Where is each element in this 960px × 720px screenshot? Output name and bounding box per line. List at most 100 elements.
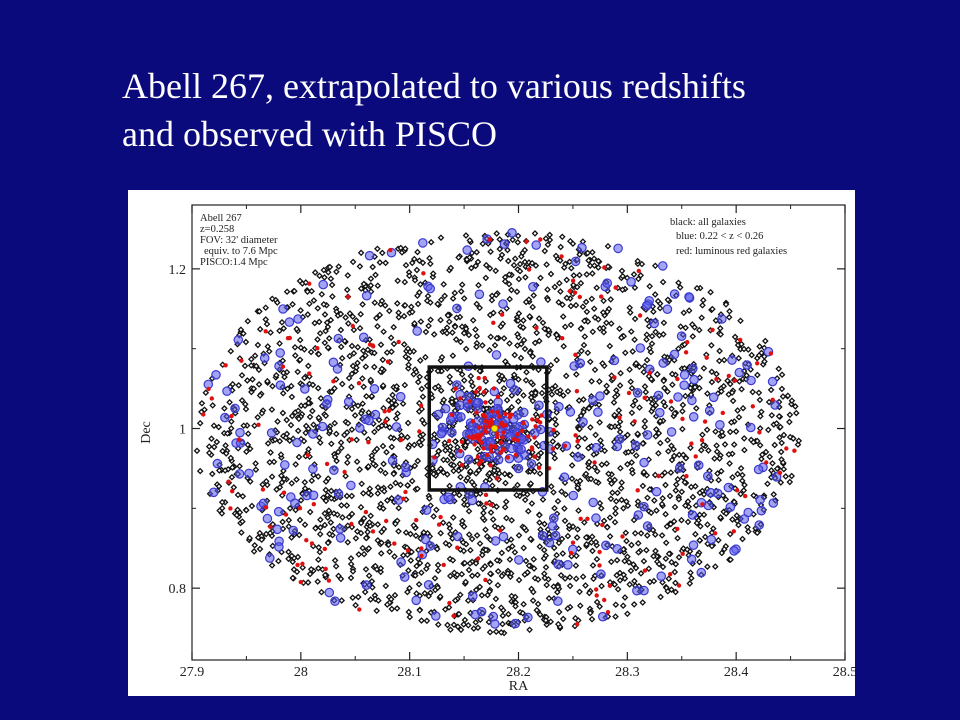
luminous-red-galaxy-point (503, 423, 508, 428)
galaxy-point (410, 255, 418, 263)
series-redshift-slice (203, 227, 782, 629)
galaxy-point (714, 470, 721, 477)
galaxy-point (416, 373, 424, 381)
galaxy-point (327, 316, 335, 324)
galaxy-point (478, 551, 486, 559)
galaxy-point (699, 441, 707, 449)
galaxy-point (588, 295, 596, 303)
galaxy-point (682, 454, 690, 462)
galaxy-point (699, 431, 706, 439)
galaxy-point (462, 325, 470, 333)
galaxy-point (279, 409, 287, 417)
galaxy-point (397, 244, 405, 252)
galaxy-point (460, 547, 468, 555)
galaxy-point (662, 481, 669, 489)
galaxy-point (528, 500, 536, 507)
galaxy-point (472, 470, 480, 477)
redshift-slice-point (506, 443, 517, 454)
galaxy-point (497, 255, 504, 262)
galaxy-point (675, 451, 683, 459)
galaxy-point (614, 585, 622, 593)
galaxy-point (393, 300, 401, 307)
galaxy-point (506, 340, 513, 347)
galaxy-point (322, 478, 330, 485)
luminous-red-galaxy-point (441, 562, 446, 568)
galaxy-point (495, 470, 503, 477)
galaxy-point (466, 560, 474, 567)
galaxy-point (455, 254, 462, 261)
galaxy-point (558, 488, 565, 495)
galaxy-point (692, 482, 699, 490)
luminous-red-galaxy-point (459, 462, 465, 468)
luminous-red-galaxy-point (385, 359, 391, 364)
redshift-slice-point (656, 571, 666, 581)
luminous-red-galaxy-point (307, 281, 312, 286)
galaxy-point (433, 506, 440, 514)
galaxy-point (581, 333, 589, 340)
galaxy-point (699, 296, 707, 304)
galaxy-point (514, 232, 522, 240)
redshift-slice-point (436, 428, 446, 439)
luminous-red-galaxy-point (700, 502, 705, 507)
galaxy-point (654, 297, 662, 305)
galaxy-point (572, 301, 580, 309)
galaxy-point (344, 419, 352, 427)
luminous-red-galaxy-point (438, 514, 443, 520)
redshift-slice-point (275, 380, 286, 390)
galaxy-point (676, 284, 684, 291)
galaxy-point (646, 282, 654, 290)
galaxy-point (479, 240, 487, 248)
redshift-slice-point (528, 282, 538, 292)
galaxy-point (588, 539, 595, 546)
galaxy-point (534, 576, 542, 583)
galaxy-point (378, 249, 386, 257)
galaxy-point (498, 572, 506, 580)
redshift-slice-point (746, 375, 756, 386)
luminous-red-galaxy-point (520, 428, 525, 434)
galaxy-point (365, 545, 373, 552)
galaxy-point (577, 325, 585, 333)
galaxy-point (610, 399, 618, 406)
galaxy-point (724, 377, 731, 385)
redshift-slice-point (293, 314, 303, 324)
redshift-slice-point (396, 557, 406, 567)
galaxy-point (641, 417, 649, 425)
galaxy-point (346, 352, 354, 360)
galaxy-point (593, 467, 601, 475)
galaxy-point (205, 443, 213, 450)
galaxy-point (750, 492, 757, 499)
galaxy-point (278, 454, 285, 461)
galaxy-point (602, 388, 610, 396)
galaxy-point (699, 301, 706, 309)
redshift-slice-point (452, 531, 463, 542)
galaxy-point (505, 610, 512, 618)
galaxy-point (651, 291, 659, 298)
galaxy-point (380, 460, 387, 468)
galaxy-point (322, 327, 329, 335)
galaxy-point (238, 529, 245, 536)
galaxy-point (557, 243, 565, 251)
galaxy-point (593, 284, 601, 292)
luminous-red-galaxy-point (560, 336, 565, 341)
galaxy-point (664, 436, 671, 444)
galaxy-point (288, 552, 296, 560)
galaxy-point (656, 417, 664, 425)
galaxy-point (483, 533, 491, 540)
info-line-redshift: z=0.258 (200, 224, 234, 235)
galaxy-point (402, 261, 410, 269)
luminous-red-galaxy-point (366, 440, 371, 445)
galaxy-point (634, 498, 642, 505)
galaxy-point (743, 372, 750, 379)
galaxy-point (559, 392, 567, 399)
galaxy-point (434, 300, 441, 308)
galaxy-point (334, 448, 342, 456)
galaxy-point (242, 405, 250, 413)
galaxy-point (440, 456, 447, 464)
galaxy-point (634, 539, 642, 547)
redshift-slice-point (687, 395, 697, 406)
galaxy-point (531, 230, 539, 237)
galaxy-point (791, 403, 799, 410)
galaxy-point (479, 342, 486, 349)
luminous-red-galaxy-point (484, 501, 489, 506)
